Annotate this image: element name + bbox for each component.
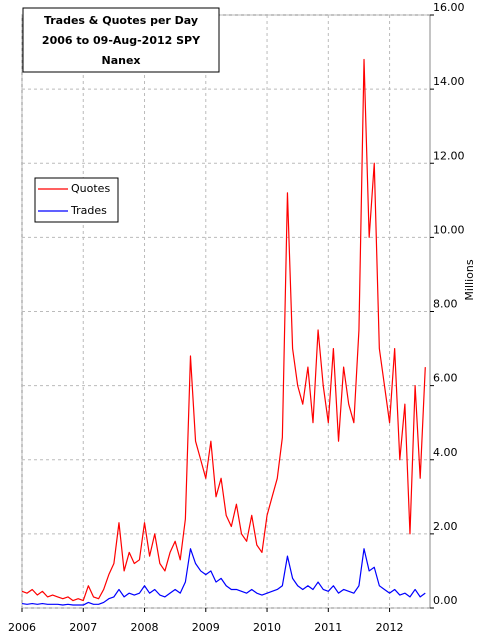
y-tick-label: 14.00 [433,75,465,88]
x-tick-label: 2009 [192,621,220,634]
data-line [21,58,426,602]
legend-label: Trades [70,204,107,217]
data-line [21,548,426,606]
title-box [22,7,220,73]
y-tick-label: 16.00 [433,1,465,14]
x-tick-label: 2008 [131,621,159,634]
chart-title: Nanex [101,54,140,67]
y-tick-label: 10.00 [433,223,465,236]
x-tick-label: 2006 [8,621,36,634]
y-tick-label: 6.00 [433,372,458,385]
y-tick-label: 2.00 [433,520,458,533]
legend-label: Quotes [71,182,110,195]
y-tick-label: 12.00 [433,149,465,162]
y-tick-label: 0.00 [433,594,458,607]
y-axis-label: Millions [463,259,476,300]
y-tick-label: 4.00 [433,446,458,459]
y-tick-label: 8.00 [433,298,458,311]
x-tick-label: 2011 [314,621,342,634]
chart-title: 2006 to 09-Aug-2012 SPY [42,34,201,47]
x-tick-label: 2012 [376,621,404,634]
x-tick-label: 2010 [253,621,281,634]
x-tick-label: 2007 [69,621,97,634]
legend-box [34,177,119,223]
chart-title: Trades & Quotes per Day [44,14,198,27]
